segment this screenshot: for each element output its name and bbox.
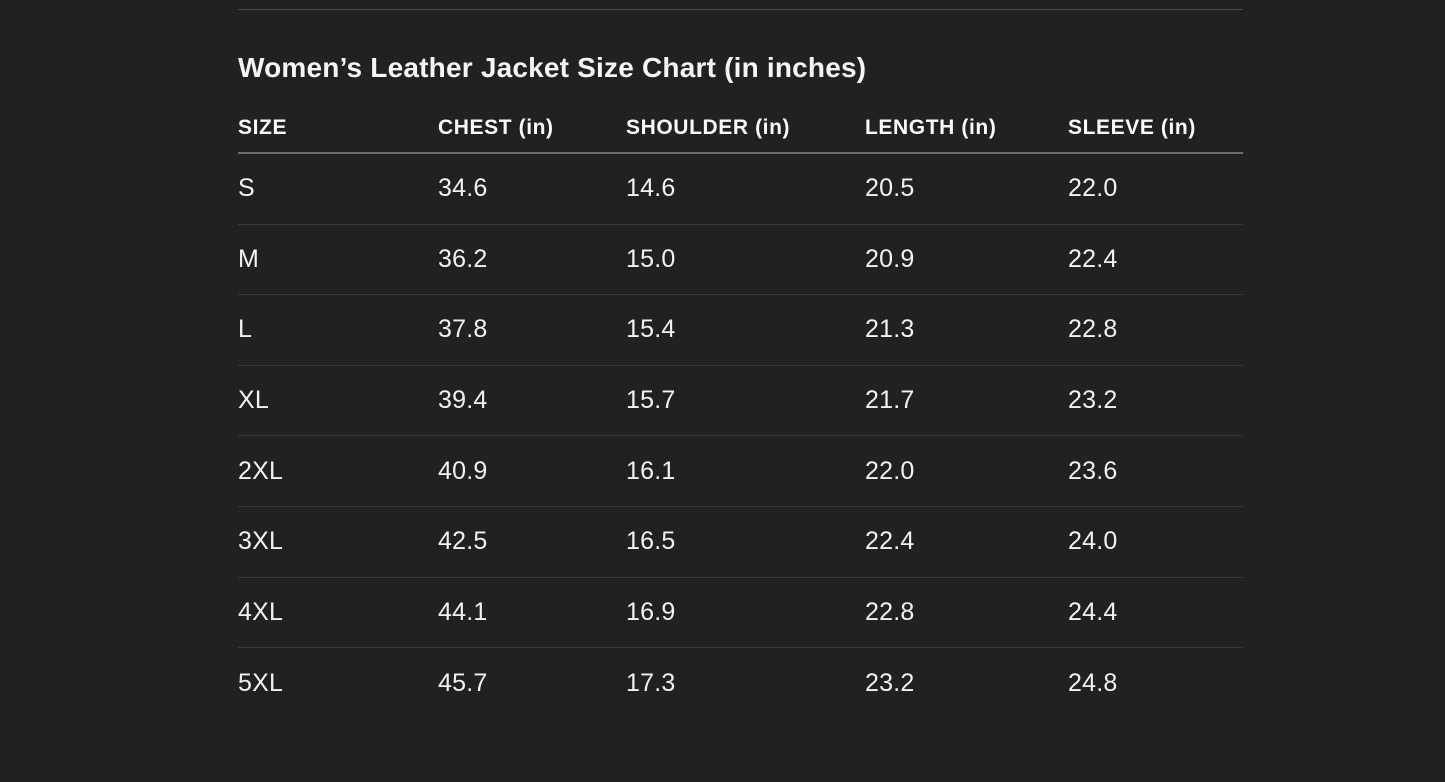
cell-sleeve: 24.4	[1068, 597, 1118, 626]
cell-shoulder: 15.4	[626, 315, 676, 344]
cell-chest: 34.6	[438, 174, 488, 203]
cell-shoulder: 16.5	[626, 527, 676, 556]
size-chart-title: Women’s Leather Jacket Size Chart (in in…	[238, 52, 867, 83]
cell-sleeve: 22.4	[1068, 244, 1118, 273]
cell-length: 21.3	[865, 315, 915, 344]
cell-length: 22.4	[865, 527, 915, 556]
column-header-size: SIZE	[238, 116, 288, 139]
cell-length: 22.0	[865, 456, 915, 485]
column-header-sleeve: SLEEVE (in)	[1068, 116, 1196, 139]
table-row: 3XL 42.5 16.5 22.4 24.0	[238, 507, 1243, 578]
column-header-chest: CHEST (in)	[438, 116, 554, 139]
cell-length: 23.2	[865, 668, 915, 697]
cell-size: 2XL	[238, 456, 284, 485]
cell-length: 21.7	[865, 386, 915, 415]
cell-size: 3XL	[238, 527, 284, 556]
cell-sleeve: 23.2	[1068, 386, 1118, 415]
cell-length: 20.5	[865, 174, 915, 203]
column-header-shoulder: SHOULDER (in)	[626, 116, 791, 139]
table-row: S 34.6 14.6 20.5 22.0	[238, 154, 1243, 225]
table-row: M 36.2 15.0 20.9 22.4	[238, 225, 1243, 296]
table-row: 5XL 45.7 17.3 23.2 24.8	[238, 648, 1243, 719]
cell-chest: 36.2	[438, 244, 488, 273]
cell-chest: 44.1	[438, 597, 488, 626]
cell-chest: 45.7	[438, 668, 488, 697]
cell-length: 20.9	[865, 244, 915, 273]
section-top-divider	[238, 9, 1243, 10]
cell-size: M	[238, 244, 260, 273]
cell-shoulder: 17.3	[626, 668, 676, 697]
cell-size: XL	[238, 386, 269, 415]
cell-shoulder: 15.0	[626, 244, 676, 273]
cell-sleeve: 22.0	[1068, 174, 1118, 203]
cell-size: L	[238, 315, 253, 344]
column-header-length: LENGTH (in)	[865, 116, 997, 139]
cell-chest: 40.9	[438, 456, 488, 485]
table-header-row: SIZE CHEST (in) SHOULDER (in) LENGTH (in…	[238, 89, 1243, 154]
cell-sleeve: 23.6	[1068, 456, 1118, 485]
cell-chest: 37.8	[438, 315, 488, 344]
cell-shoulder: 16.1	[626, 456, 676, 485]
cell-shoulder: 16.9	[626, 597, 676, 626]
size-chart-section: Women’s Leather Jacket Size Chart (in in…	[238, 0, 1243, 719]
cell-chest: 39.4	[438, 386, 488, 415]
cell-shoulder: 15.7	[626, 386, 676, 415]
table-row: XL 39.4 15.7 21.7 23.2	[238, 366, 1243, 437]
cell-size: 5XL	[238, 668, 284, 697]
cell-sleeve: 22.8	[1068, 315, 1118, 344]
table-row: L 37.8 15.4 21.3 22.8	[238, 295, 1243, 366]
cell-size: 4XL	[238, 597, 284, 626]
cell-size: S	[238, 174, 255, 203]
cell-sleeve: 24.0	[1068, 527, 1118, 556]
cell-sleeve: 24.8	[1068, 668, 1118, 697]
table-body: S 34.6 14.6 20.5 22.0 M 36.2 15.0 20.9 2…	[238, 154, 1243, 719]
cell-shoulder: 14.6	[626, 174, 676, 203]
cell-chest: 42.5	[438, 527, 488, 556]
size-chart-table: SIZE CHEST (in) SHOULDER (in) LENGTH (in…	[238, 89, 1243, 719]
table-row: 2XL 40.9 16.1 22.0 23.6	[238, 436, 1243, 507]
cell-length: 22.8	[865, 597, 915, 626]
table-row: 4XL 44.1 16.9 22.8 24.4	[238, 578, 1243, 649]
